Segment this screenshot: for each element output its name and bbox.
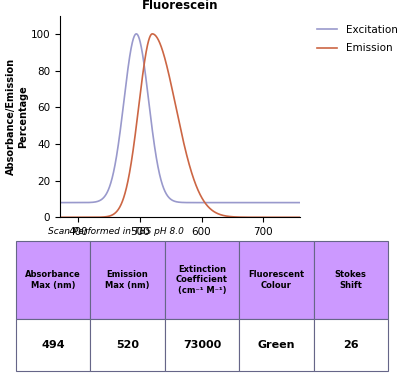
Excitation — [134, 31, 139, 36]
Bar — [165, 319, 239, 371]
Y-axis label: Absorbance/Emission
Percentage: Absorbance/Emission Percentage — [6, 58, 28, 175]
Emission — [167, 75, 172, 80]
Bar — [314, 319, 388, 371]
Emission — [45, 215, 50, 220]
Excitation — [254, 200, 259, 205]
Bar — [314, 241, 388, 319]
Excitation — [174, 199, 179, 204]
X-axis label: Wavelength (nm): Wavelength (nm) — [126, 242, 234, 253]
Emission — [254, 215, 258, 220]
Bar — [165, 241, 239, 319]
Emission — [150, 31, 155, 36]
Text: Emission
Max (nm): Emission Max (nm) — [105, 270, 150, 289]
Legend: Excitation, Emission: Excitation, Emission — [312, 21, 400, 57]
Excitation — [302, 200, 307, 205]
Excitation — [59, 200, 64, 205]
Bar — [90, 241, 165, 319]
Excitation — [243, 200, 248, 205]
Emission — [174, 107, 179, 112]
Text: 73000: 73000 — [183, 340, 221, 350]
Emission — [310, 215, 315, 220]
Bar — [16, 319, 90, 371]
Line: Excitation: Excitation — [48, 34, 312, 203]
Excitation — [302, 200, 307, 205]
Text: 520: 520 — [116, 340, 139, 350]
Text: Fluorescent
Colour: Fluorescent Colour — [248, 270, 304, 289]
Emission — [59, 215, 64, 220]
Bar — [239, 319, 314, 371]
Excitation — [167, 196, 172, 201]
Text: 494: 494 — [41, 340, 65, 350]
Excitation — [310, 200, 315, 205]
Bar — [16, 241, 90, 319]
Excitation — [45, 200, 50, 205]
Bar — [90, 319, 165, 371]
Title: Excitation and Emission Scan
of Lightning-Link Rapid
Fluorescein: Excitation and Emission Scan of Lightnin… — [83, 0, 277, 12]
Text: Absorbance
Max (nm): Absorbance Max (nm) — [25, 270, 81, 289]
Text: Extinction
Coefficient
(cm⁻¹ M⁻¹): Extinction Coefficient (cm⁻¹ M⁻¹) — [176, 265, 228, 295]
Text: Stokes
Shift: Stokes Shift — [335, 270, 367, 289]
Emission — [302, 215, 307, 220]
Bar — [239, 241, 314, 319]
Emission — [302, 215, 307, 220]
Text: Green: Green — [258, 340, 295, 350]
Text: 26: 26 — [343, 340, 359, 350]
Text: Scan Performed in TBS pH 8.0: Scan Performed in TBS pH 8.0 — [48, 227, 184, 236]
Line: Emission: Emission — [48, 34, 312, 217]
